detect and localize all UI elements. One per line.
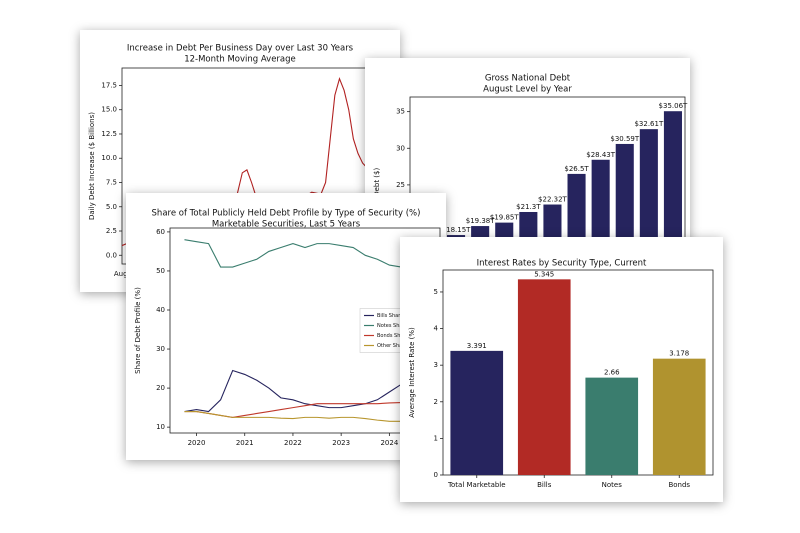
data-label: $18.15T <box>442 226 471 234</box>
line-series <box>184 239 426 270</box>
x-tick-label: Aug- <box>114 270 131 278</box>
x-tick-label: Bills <box>537 481 552 489</box>
bar <box>591 159 610 258</box>
y-tick-label: 1 <box>434 434 438 442</box>
data-label: $28.43T <box>586 151 615 159</box>
plot-area <box>184 239 426 424</box>
y-tick-label: 35 <box>396 108 405 116</box>
chart-card: Interest Rates by Security Type, Current… <box>400 237 723 502</box>
bar <box>615 143 634 258</box>
data-label: 5.345 <box>534 270 554 278</box>
line-series <box>184 410 426 424</box>
chart: Interest Rates by Security Type, Current… <box>408 259 714 489</box>
y-tick-label: 2 <box>434 398 438 406</box>
chart-card: Share of Total Publicly Held Debt Profil… <box>126 193 446 460</box>
x-tick-label: 2020 <box>188 439 206 447</box>
data-label: $35.06T <box>659 102 688 110</box>
chart-subtitle: Marketable Securities, Last 5 Years <box>212 220 361 230</box>
bar <box>652 358 706 475</box>
y-axis-label: Share of Debt Profile (%) <box>134 287 142 374</box>
y-tick-label: 40 <box>156 306 165 314</box>
y-tick-label: 0.0 <box>106 251 117 259</box>
x-tick-label: Bonds <box>668 481 690 489</box>
data-label: 3.391 <box>467 342 487 350</box>
bar <box>639 129 658 258</box>
line-series <box>184 369 426 413</box>
y-tick-label: 0 <box>434 471 438 479</box>
data-label: $32.61T <box>634 120 663 128</box>
legend-label: Bonds Share (%) <box>377 333 419 339</box>
data-label: $30.59T <box>610 135 639 143</box>
y-tick-label: 3 <box>434 361 438 369</box>
bar <box>585 377 639 475</box>
y-tick-label: 2.5 <box>106 227 117 235</box>
chart-title: Gross National Debt <box>485 74 571 84</box>
chart-title: Share of Total Publicly Held Debt Profil… <box>152 209 421 219</box>
bar <box>450 350 504 475</box>
y-tick-label: 12.5 <box>101 130 117 138</box>
y-tick-label: 10 <box>156 423 165 431</box>
chart: Share of Total Publicly Held Debt Profil… <box>134 209 441 447</box>
y-tick-label: 25 <box>396 181 405 189</box>
data-label: $26.5T <box>564 165 589 173</box>
legend-label: Other Share (%) <box>377 343 418 349</box>
plot-area <box>450 279 706 475</box>
plot-area <box>447 111 682 258</box>
y-tick-label: 50 <box>156 267 165 275</box>
chart-subtitle: August Level by Year <box>483 85 572 95</box>
y-tick-label: 5 <box>434 288 438 296</box>
y-tick-label: 30 <box>396 144 405 152</box>
y-tick-label: 15.0 <box>101 106 117 114</box>
x-tick-label: 2023 <box>332 439 350 447</box>
legend-label: Notes Share (%) <box>377 323 418 329</box>
data-label: $19.85T <box>490 214 519 222</box>
y-tick-label: 10.0 <box>101 154 117 162</box>
legend-label: Bills Share (%) <box>377 313 414 319</box>
data-label: 3.178 <box>669 350 689 358</box>
data-label: $21.3T <box>516 203 541 211</box>
bar <box>517 279 571 475</box>
y-axis-label: Daily Debt Increase ($ Billions) <box>88 112 96 220</box>
x-tick-label: 2021 <box>236 439 254 447</box>
bar <box>567 173 586 258</box>
x-tick-label: 2024 <box>380 439 398 447</box>
y-tick-label: 17.5 <box>101 81 117 89</box>
y-axis-label: Average Interest Rate (%) <box>408 327 416 418</box>
data-label: $19.38T <box>466 217 495 225</box>
bar <box>663 111 682 258</box>
data-label: 2.66 <box>604 369 620 377</box>
x-tick-label: Notes <box>602 481 623 489</box>
chart-title: Interest Rates by Security Type, Current <box>477 259 647 269</box>
y-tick-label: 7.5 <box>106 178 117 186</box>
x-tick-label: Total Marketable <box>447 481 506 489</box>
y-tick-label: 60 <box>156 228 165 236</box>
chart-title: Increase in Debt Per Business Day over L… <box>127 44 354 54</box>
data-label: $22.32T <box>538 196 567 204</box>
x-tick-label: 2022 <box>284 439 302 447</box>
y-tick-label: 4 <box>434 325 439 333</box>
plot-frame <box>442 269 714 476</box>
chart-subtitle: 12-Month Moving Average <box>184 55 296 65</box>
y-tick-label: 20 <box>156 384 165 392</box>
y-tick-label: 30 <box>156 345 165 353</box>
y-tick-label: 5.0 <box>106 203 117 211</box>
